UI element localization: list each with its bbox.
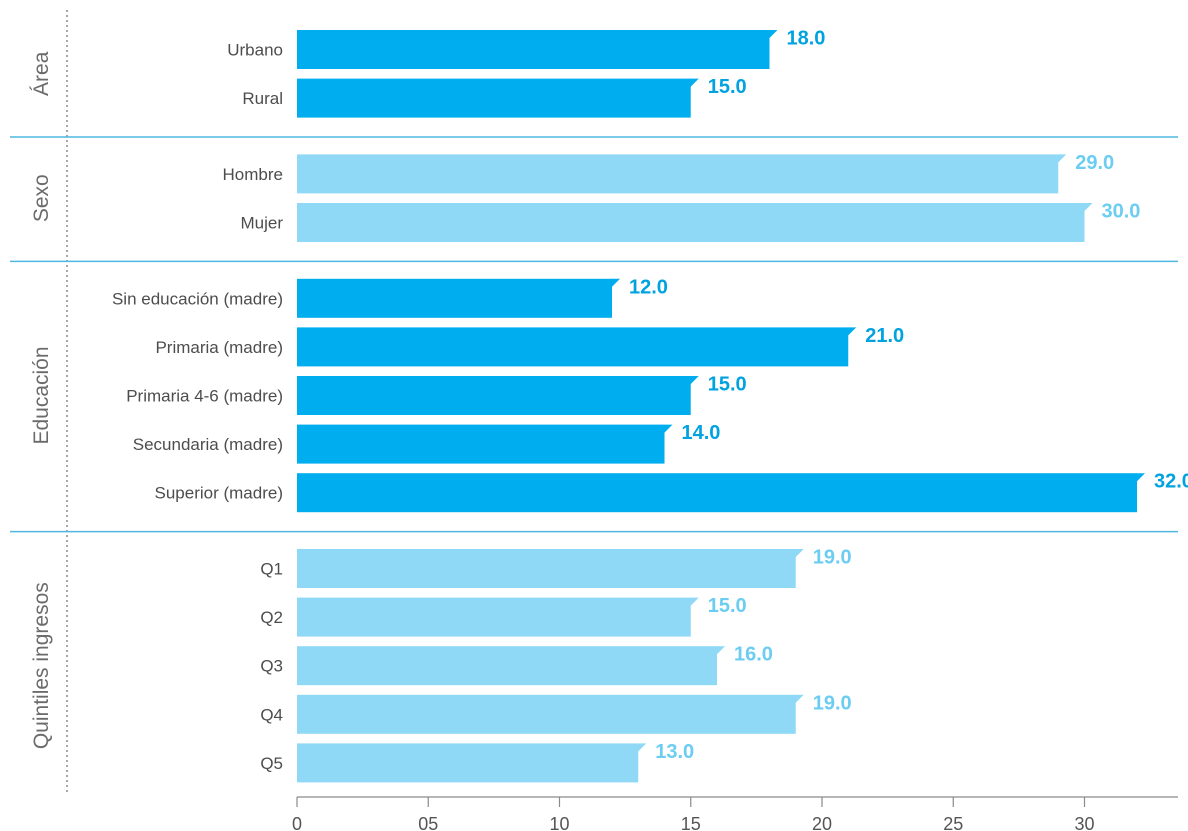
category-label: Q2 <box>260 608 283 627</box>
category-label: Rural <box>242 89 283 108</box>
value-label: 18.0 <box>787 28 826 50</box>
bar-row: Mujer 30.0 <box>240 201 1141 242</box>
bar <box>297 278 612 318</box>
group-label: Área <box>30 51 53 96</box>
group-label: Quintiles ingresos <box>30 582 53 749</box>
bar <box>297 694 796 734</box>
x-tick-label: 0 <box>292 814 302 831</box>
value-label: 13.0 <box>655 741 694 763</box>
category-label: Q1 <box>260 560 283 579</box>
value-label: 30.0 <box>1102 201 1141 223</box>
category-label: Superior (madre) <box>155 484 284 503</box>
bar-tip <box>716 646 725 656</box>
bar <box>297 154 1059 194</box>
value-label: 15.0 <box>708 595 747 617</box>
bar <box>297 473 1137 513</box>
x-tick-label: 30 <box>1074 814 1094 831</box>
bar <box>297 203 1085 242</box>
category-label: Q4 <box>260 705 283 724</box>
group-label: Sexo <box>30 174 53 222</box>
bar <box>297 597 691 637</box>
value-label: 19.0 <box>813 692 852 714</box>
category-label: Primaria 4-6 (madre) <box>126 387 283 406</box>
category-label: Primaria (madre) <box>155 338 283 357</box>
bar-tip <box>1057 154 1067 164</box>
category-label: Mujer <box>240 214 283 233</box>
bar-row: Superior (madre) 32.0 <box>155 471 1188 513</box>
bar-tip <box>1083 203 1093 212</box>
bar-row: Urbano 18.0 <box>227 28 826 69</box>
bar-row: Q5 13.0 <box>260 741 694 783</box>
category-label: Q3 <box>260 657 283 676</box>
bar <box>297 424 665 464</box>
bar-row: Rural 15.0 <box>242 76 747 118</box>
value-label: 16.0 <box>734 644 773 666</box>
value-label: 15.0 <box>708 374 747 396</box>
value-label: 19.0 <box>813 547 852 569</box>
x-tick-label: 15 <box>681 814 701 831</box>
x-tick-label: 20 <box>812 814 832 831</box>
value-label: 14.0 <box>682 422 721 444</box>
group-label: Educación <box>30 346 53 444</box>
bar <box>297 30 770 69</box>
bar <box>297 743 639 783</box>
bar <box>297 78 691 118</box>
bar <box>297 376 691 415</box>
category-label: Urbano <box>227 41 283 60</box>
x-tick-label: 25 <box>943 814 963 831</box>
x-tick-label: 10 <box>549 814 569 831</box>
bar-tip <box>794 549 804 558</box>
bar-row: Secundaria (madre) 14.0 <box>133 422 721 464</box>
bar-row: Hombre 29.0 <box>223 152 1114 194</box>
category-label: Hombre <box>223 165 283 184</box>
bar-row: Primaria 4-6 (madre) 15.0 <box>126 374 747 415</box>
bar-tip <box>847 327 857 337</box>
bar-tip <box>689 376 699 385</box>
bar <box>297 549 796 588</box>
bar-tip <box>794 694 804 704</box>
bar-row: Q3 16.0 <box>260 644 773 686</box>
category-label: Secundaria (madre) <box>133 435 283 454</box>
bar-row: Q2 15.0 <box>260 595 747 637</box>
bar-tip <box>689 597 699 607</box>
bar-row: Sin educación (madre) 12.0 <box>112 276 668 318</box>
category-label: Sin educación (madre) <box>112 289 283 308</box>
bar-row: Q4 19.0 <box>260 692 852 734</box>
x-tick-label: 05 <box>418 814 438 831</box>
bar-tip <box>1136 473 1145 483</box>
category-label: Q5 <box>260 754 283 773</box>
bar-tip <box>768 30 778 39</box>
bar-row: Q1 19.0 <box>260 547 852 588</box>
bar <box>297 327 849 367</box>
value-label: 29.0 <box>1075 152 1114 174</box>
bar-tip <box>689 78 699 88</box>
bar-row: Primaria (madre) 21.0 <box>155 325 904 367</box>
value-label: 15.0 <box>708 76 747 98</box>
bar <box>297 646 717 686</box>
value-label: 21.0 <box>865 325 904 347</box>
bar-tip <box>663 424 673 434</box>
bar-tip <box>611 278 620 288</box>
value-label: 12.0 <box>629 276 668 298</box>
value-label: 32.0 <box>1154 471 1188 493</box>
bar-tip <box>637 743 647 753</box>
